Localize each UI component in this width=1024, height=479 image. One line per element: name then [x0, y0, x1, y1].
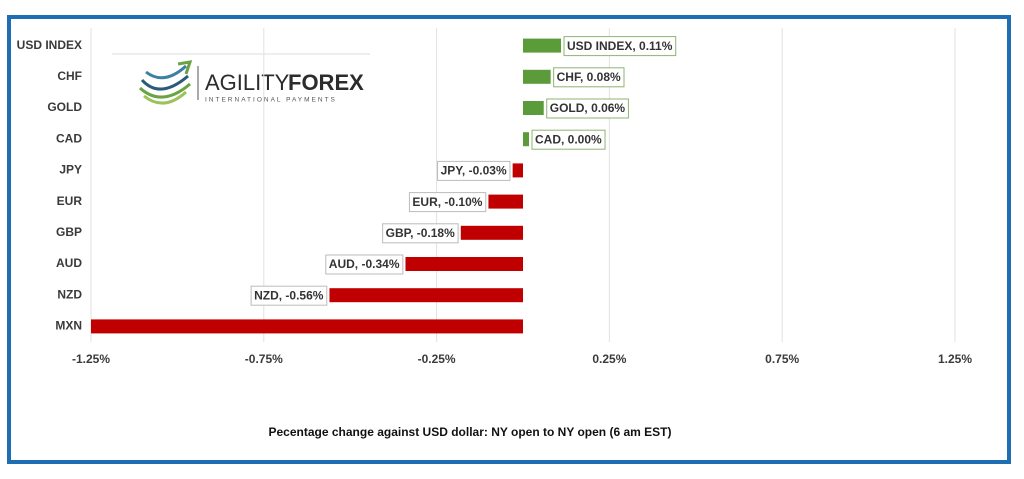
y-tick-label: CAD	[56, 131, 82, 145]
logo-name-b: FOREX	[288, 70, 364, 95]
x-tick-label: 0.75%	[765, 352, 799, 366]
bar	[523, 101, 544, 115]
data-label: EUR, -0.10%	[408, 192, 487, 213]
bar	[488, 194, 523, 209]
y-tick-label: GBP	[56, 225, 82, 239]
y-tick-label: NZD	[57, 287, 82, 301]
logo-name-a: AGILITY	[205, 70, 290, 95]
y-tick-label: JPY	[59, 163, 82, 177]
data-label: AUD, -0.34%	[325, 254, 404, 275]
data-label-text: GBP, -0.18%	[386, 226, 455, 240]
x-tick-label: 0.25%	[592, 352, 626, 366]
data-label-box	[546, 98, 629, 119]
data-label-box	[531, 129, 606, 150]
data-label: CAD, 0.00%	[531, 129, 606, 150]
data-label: CHF, 0.08%	[553, 67, 625, 88]
y-tick-label: EUR	[57, 194, 83, 208]
y-tick-label: GOLD	[47, 100, 82, 114]
data-label-text: AUD, -0.34%	[329, 257, 400, 271]
x-axis-label: Pecentage change against USD dollar: NY …	[269, 425, 672, 439]
data-label-box	[250, 285, 328, 306]
data-label-box	[408, 192, 487, 213]
y-tick-label: CHF	[57, 69, 82, 83]
data-label: JPY, -0.03%	[437, 160, 511, 181]
data-label-box	[325, 254, 404, 275]
data-label-text: USD INDEX, 0.11%	[567, 39, 673, 53]
data-label-box	[437, 160, 511, 181]
data-label-text: GOLD, 0.06%	[550, 101, 626, 115]
x-tick-label: -0.25%	[418, 352, 456, 366]
logo-icon	[138, 60, 193, 105]
data-label: USD INDEX, 0.11%	[563, 36, 677, 57]
bar	[91, 319, 523, 334]
bars	[91, 38, 562, 334]
x-tick-label: -1.25%	[72, 352, 110, 366]
bar	[523, 69, 551, 84]
bar	[405, 257, 523, 271]
bar	[523, 132, 529, 147]
y-tick-label: AUD	[56, 256, 82, 270]
y-tick-label: MXN	[55, 319, 82, 333]
data-label-text: CAD, 0.00%	[535, 132, 602, 146]
bar	[460, 225, 523, 240]
bar	[512, 163, 523, 178]
data-label: GOLD, 0.06%	[546, 98, 629, 119]
data-label: NZD, -0.56%	[250, 285, 328, 306]
y-tick-label: USD INDEX	[17, 38, 82, 52]
data-label-box	[563, 36, 677, 57]
data-label-text: CHF, 0.08%	[557, 70, 621, 84]
data-label-text: JPY, -0.03%	[441, 164, 507, 178]
x-tick-label: -0.75%	[245, 352, 283, 366]
data-label-text: EUR, -0.10%	[412, 195, 482, 209]
data-label-text: NZD, -0.56%	[254, 288, 324, 302]
x-tick-label: 1.25%	[938, 352, 972, 366]
logo: AGILITY FOREX INTERNATIONAL PAYMENTS	[112, 53, 370, 105]
logo-tagline: INTERNATIONAL PAYMENTS	[205, 97, 337, 104]
data-label: GBP, -0.18%	[382, 223, 459, 244]
data-label-box	[553, 67, 625, 88]
bar	[329, 288, 523, 303]
data-label-box	[382, 223, 459, 244]
bar	[523, 38, 562, 53]
